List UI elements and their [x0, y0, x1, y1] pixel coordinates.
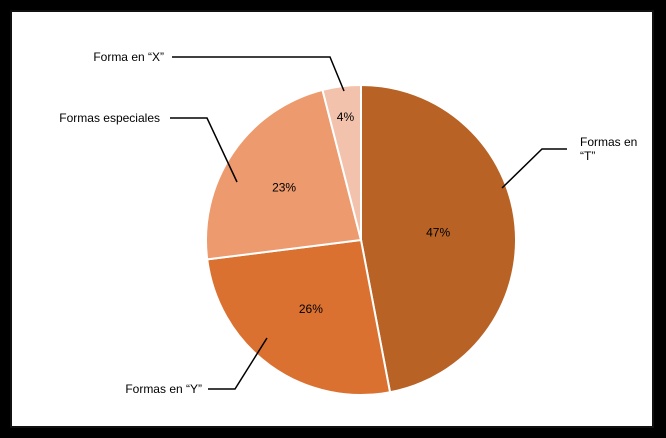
leader-line-t [501, 148, 567, 189]
pie-slice-0 [360, 83, 518, 394]
slice-label-formas-en-t: Formas en [580, 135, 637, 149]
pie-slice-1 [206, 238, 392, 396]
percent-label-1: 26% [299, 302, 323, 316]
slice-label-forma-en-x: Forma en “X” [93, 50, 164, 64]
leader-line-y [208, 337, 268, 390]
slice-label-formas-en-t-line2: “T” [580, 149, 595, 163]
pie-slices [205, 83, 518, 396]
pie-chart: 47%26%23%4% Formas en “T” Formas en “Y” … [59, 50, 637, 396]
chart-frame: 47% 26% 23% 4% Formas en “T” Formas en “Y” … [10, 10, 654, 428]
pie-slice-2 [205, 88, 363, 261]
percent-labels: 47% 26% 23% 4% [272, 110, 450, 316]
percent-label-2: 23% [272, 181, 296, 195]
slice-label-formas-especiales: Formas especiales [59, 111, 160, 125]
leader-line-especiales [170, 117, 238, 183]
percent-label-3: 4% [337, 110, 355, 124]
percent-label-0: 47% [426, 226, 450, 240]
slice-label-formas-en-y: Formas en “Y” [125, 382, 202, 396]
leader-line-x [172, 56, 345, 92]
